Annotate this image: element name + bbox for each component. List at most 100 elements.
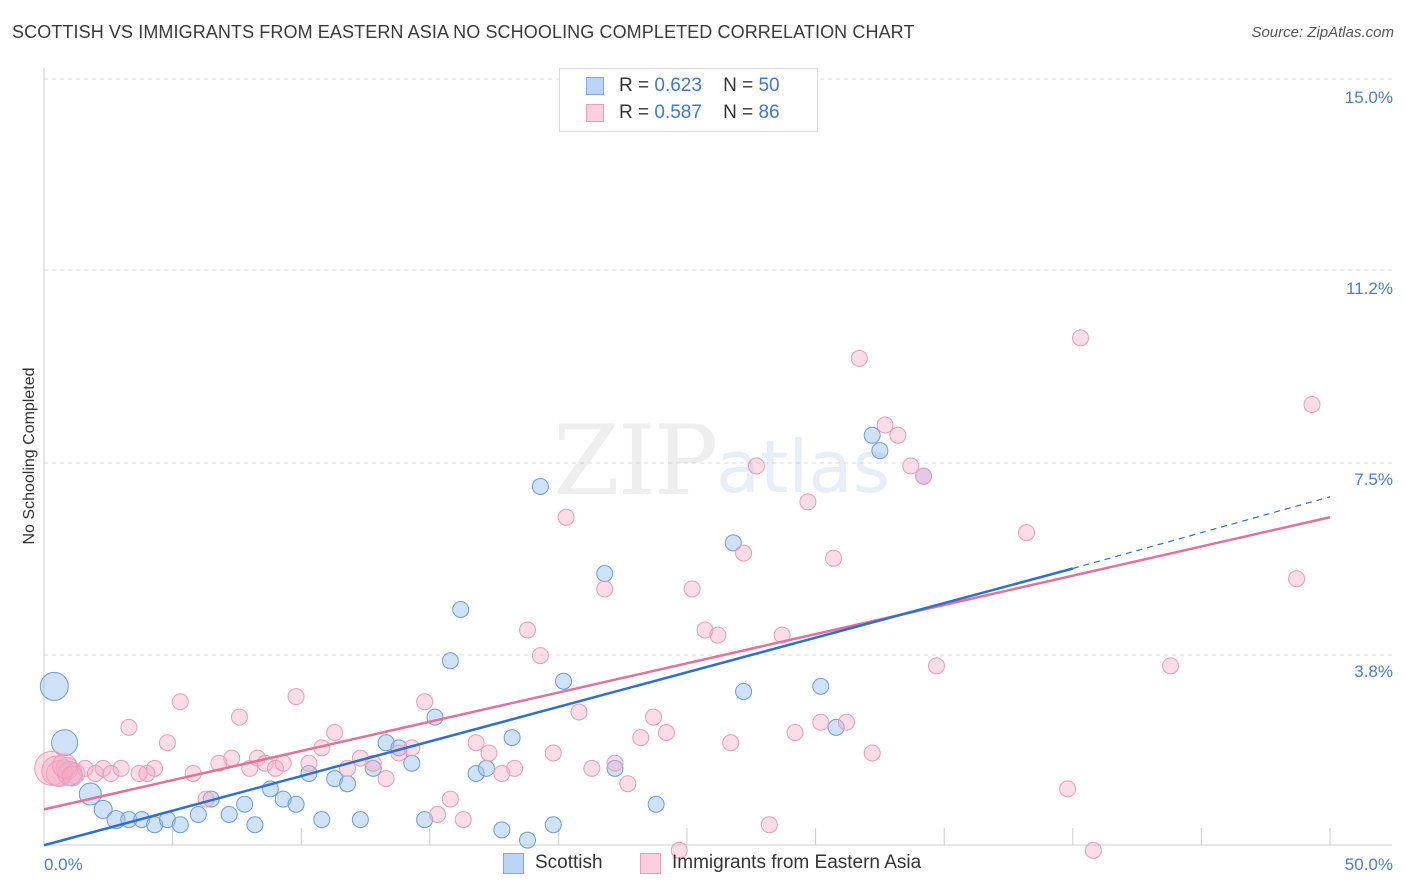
eastern-asia-point bbox=[812, 713, 830, 731]
eastern-asia-point bbox=[230, 708, 248, 726]
scottish-point bbox=[246, 816, 264, 834]
eastern-asia-point bbox=[326, 724, 344, 741]
eastern-asia-point bbox=[850, 349, 868, 367]
scottish-point bbox=[735, 683, 753, 700]
y-tick-label: 3.8% bbox=[1354, 662, 1393, 681]
n-label: N = bbox=[723, 75, 754, 96]
eastern-asia-point bbox=[722, 734, 740, 752]
y-tick-label: 7.5% bbox=[1354, 470, 1393, 489]
scottish-point bbox=[51, 729, 79, 757]
scottish-point bbox=[647, 795, 665, 813]
scottish-point bbox=[493, 821, 511, 839]
eastern-asia-point bbox=[557, 508, 575, 526]
eastern-asia-point bbox=[863, 744, 881, 762]
eastern-asia-point bbox=[300, 754, 318, 772]
eastern-asia-point bbox=[760, 816, 778, 834]
scottish-point bbox=[606, 759, 624, 777]
source-credit: Source: ZipAtlas.com bbox=[1251, 24, 1394, 41]
scottish-point bbox=[351, 811, 369, 829]
eastern-asia-point bbox=[583, 759, 601, 777]
eastern-asia-point bbox=[429, 806, 447, 823]
r-value-scottish: 0.623 bbox=[654, 75, 702, 96]
eastern-asia-point bbox=[1162, 657, 1180, 675]
eastern-asia-points bbox=[34, 329, 1321, 859]
eastern-asia-point bbox=[287, 688, 305, 706]
eastern-asia-point bbox=[606, 754, 624, 772]
eastern-asia-point bbox=[467, 734, 485, 752]
eastern-asia-point bbox=[112, 759, 130, 777]
y-tick-label: 11.2% bbox=[1346, 279, 1393, 298]
eastern-asia-point bbox=[416, 693, 434, 711]
scottish-point bbox=[416, 811, 434, 829]
scottish-point bbox=[452, 601, 470, 618]
eastern-asia-point bbox=[158, 734, 176, 752]
n-value-scottish: 50 bbox=[758, 75, 780, 96]
eastern-asia-point bbox=[876, 416, 894, 434]
scottish-point bbox=[364, 759, 382, 777]
eastern-asia-point bbox=[786, 724, 804, 741]
eastern-asia-point bbox=[544, 744, 562, 762]
scottish-point bbox=[724, 534, 742, 552]
eastern-asia-point bbox=[683, 580, 701, 598]
eastern-asia-point bbox=[1018, 524, 1036, 542]
scottish-trend-line bbox=[43, 567, 1074, 847]
eastern-asia-swatch bbox=[640, 853, 661, 874]
gridlines bbox=[44, 78, 1392, 656]
eastern-asia-point bbox=[1059, 780, 1077, 798]
scottish-point bbox=[531, 478, 549, 495]
scottish-point bbox=[403, 754, 421, 772]
scottish-swatch bbox=[503, 853, 524, 874]
scottish-point bbox=[39, 671, 69, 701]
scottish-point bbox=[467, 765, 485, 782]
eastern-asia-point bbox=[506, 759, 524, 777]
scottish-point bbox=[220, 806, 238, 823]
trend-lines bbox=[43, 496, 1331, 847]
eastern-asia-point bbox=[915, 467, 933, 485]
r-label: R = bbox=[619, 75, 650, 96]
bottom-legend-label-scottish: Scottish bbox=[535, 852, 603, 873]
axes bbox=[43, 68, 1392, 846]
eastern-asia-point bbox=[799, 493, 817, 511]
scottish-point bbox=[812, 677, 830, 695]
r-label: R = bbox=[619, 102, 650, 123]
scottish-swatch bbox=[586, 77, 604, 95]
scottish-point bbox=[596, 565, 614, 583]
eastern-asia-point bbox=[52, 753, 78, 779]
eastern-asia-point bbox=[223, 749, 241, 767]
eastern-asia-point bbox=[596, 580, 614, 598]
scottish-point bbox=[477, 759, 495, 777]
eastern-asia-point bbox=[454, 811, 472, 829]
eastern-asia-point bbox=[480, 744, 498, 762]
legend-text-eastern-asia: R = 0.587 N = 86 bbox=[619, 102, 780, 124]
legend-text-scottish: R = 0.623 N = 50 bbox=[619, 75, 780, 97]
scottish-point bbox=[863, 426, 881, 444]
scottish-point bbox=[338, 775, 356, 793]
scottish-point bbox=[519, 831, 537, 849]
eastern-asia-point bbox=[493, 765, 511, 782]
scottish-point bbox=[189, 806, 207, 823]
bottom-legend-label-eastern-asia: Immigrants from Eastern Asia bbox=[672, 852, 922, 873]
eastern-asia-point bbox=[364, 754, 382, 772]
eastern-asia-point bbox=[632, 729, 650, 747]
eastern-asia-point bbox=[531, 647, 549, 665]
eastern-asia-point bbox=[146, 759, 164, 777]
eastern-asia-point bbox=[1084, 841, 1102, 859]
scottish-point bbox=[871, 442, 889, 460]
eastern-asia-point bbox=[570, 703, 588, 721]
scottish-point bbox=[377, 734, 395, 752]
eastern-asia-point bbox=[441, 790, 459, 808]
eastern-asia-point bbox=[696, 621, 714, 639]
n-label: N = bbox=[723, 102, 754, 123]
eastern-asia-point bbox=[670, 841, 688, 859]
eastern-asia-point bbox=[519, 621, 537, 639]
scottish-point bbox=[555, 672, 573, 690]
scottish-point bbox=[93, 799, 113, 819]
eastern-asia-point bbox=[902, 457, 920, 475]
scottish-point bbox=[274, 790, 292, 808]
scottish-point bbox=[287, 795, 305, 813]
scottish-point bbox=[171, 816, 189, 834]
eastern-asia-point bbox=[709, 626, 727, 644]
scottish-point bbox=[313, 811, 331, 829]
x-tick-label: 50.0% bbox=[1345, 855, 1393, 874]
scottish-points bbox=[39, 426, 933, 849]
